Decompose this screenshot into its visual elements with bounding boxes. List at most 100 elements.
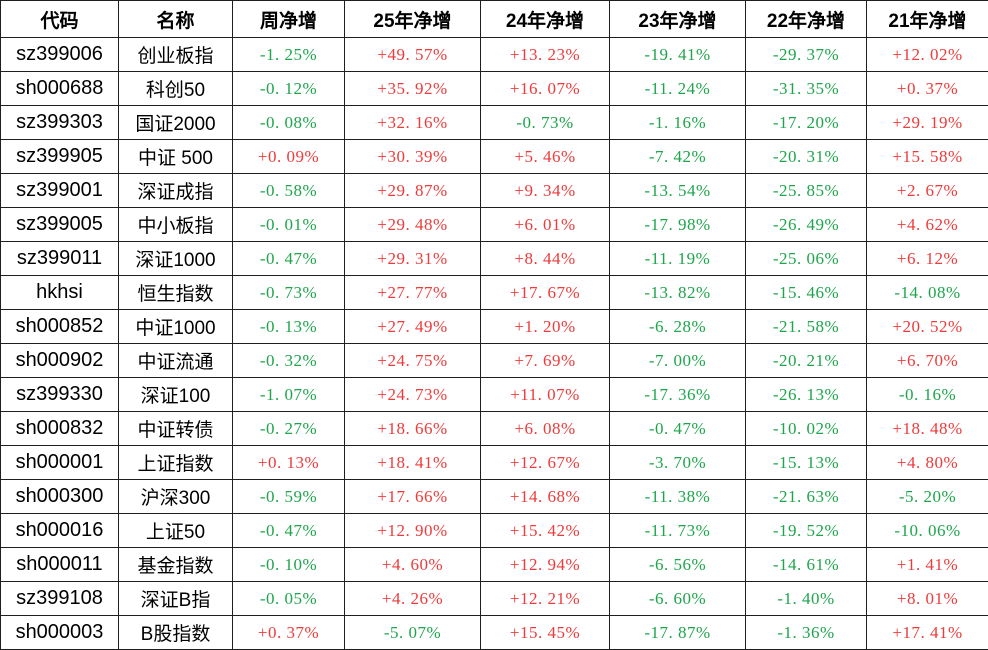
table-body: sz399006 创业板指 -1. 25% +49. 57% +13. 23% -19. … xyxy=(0,37,988,650)
cell-y2025-change: +4. 26% xyxy=(344,581,481,616)
column-header-name: 名称 xyxy=(118,0,233,38)
table-row: sh000832 中证转债 -0. 27% +18. 66% +6. 08% -0. 47… xyxy=(0,411,988,446)
cell-y2021-change: +18. 48% xyxy=(866,411,988,446)
cell-code: sz399905 xyxy=(0,139,119,174)
cell-name: 创业板指 xyxy=(118,37,233,72)
cell-y2024-change: +13. 23% xyxy=(480,37,610,72)
column-header-y2022-change: 22年净增 xyxy=(745,0,867,38)
cell-y2022-change: -21. 63% xyxy=(745,479,867,514)
cell-y2022-change: -10. 02% xyxy=(745,411,867,446)
cell-week-change: -0. 73% xyxy=(232,275,345,310)
table-row: sz399108 深证B指 -0. 05% +4. 26% +12. 21% -6. 60… xyxy=(0,581,988,616)
cell-y2023-change: -1. 16% xyxy=(609,105,746,140)
table-row: sz399011 深证1000 -0. 47% +29. 31% +8. 44% -11.… xyxy=(0,241,988,276)
cell-code: sz399303 xyxy=(0,105,119,140)
cell-y2024-change: +1. 20% xyxy=(480,309,610,344)
cell-y2021-change: +6. 12% xyxy=(866,241,988,276)
cell-y2021-change: -10. 06% xyxy=(866,513,988,548)
cell-y2023-change: -7. 00% xyxy=(609,343,746,378)
cell-y2024-change: +12. 67% xyxy=(480,445,610,480)
cell-name: 科创50 xyxy=(118,71,233,106)
cell-y2024-change: +12. 94% xyxy=(480,547,610,582)
cell-name: 沪深300 xyxy=(118,479,233,514)
cell-week-change: -1. 25% xyxy=(232,37,345,72)
table-row: sz399001 深证成指 -0. 58% +29. 87% +9. 34% -13. 5… xyxy=(0,173,988,208)
cell-y2025-change: +27. 49% xyxy=(344,309,481,344)
column-header-y2024-change: 24年净增 xyxy=(480,0,610,38)
cell-y2022-change: -26. 49% xyxy=(745,207,867,242)
cell-y2022-change: -14. 61% xyxy=(745,547,867,582)
cell-y2021-change: +8. 01% xyxy=(866,581,988,616)
cell-y2024-change: +6. 01% xyxy=(480,207,610,242)
header-row: 代码 名称 周净增 25年净增 24年净增 23年净增 22年净增 21年净增 xyxy=(0,0,988,38)
cell-y2024-change: +17. 67% xyxy=(480,275,610,310)
cell-y2021-change: +1. 41% xyxy=(866,547,988,582)
cell-week-change: -0. 47% xyxy=(232,513,345,548)
cell-name: 中证转债 xyxy=(118,411,233,446)
cell-code: sh000300 xyxy=(0,479,119,514)
cell-y2022-change: -21. 58% xyxy=(745,309,867,344)
column-header-y2025-change: 25年净增 xyxy=(344,0,481,38)
cell-y2021-change: -14. 08% xyxy=(866,275,988,310)
column-header-y2023-change: 23年净增 xyxy=(609,0,746,38)
cell-y2022-change: -20. 31% xyxy=(745,139,867,174)
cell-code: sz399005 xyxy=(0,207,119,242)
cell-y2022-change: -15. 46% xyxy=(745,275,867,310)
cell-y2023-change: -11. 73% xyxy=(609,513,746,548)
table-row: sh000016 上证50 -0. 47% +12. 90% +15. 42% -11. … xyxy=(0,513,988,548)
column-header-y2021-change: 21年净增 xyxy=(866,0,988,38)
cell-y2021-change: +29. 19% xyxy=(866,105,988,140)
cell-y2021-change: +20. 52% xyxy=(866,309,988,344)
cell-y2025-change: +4. 60% xyxy=(344,547,481,582)
table-row: sh000300 沪深300 -0. 59% +17. 66% +14. 68% -11.… xyxy=(0,479,988,514)
cell-week-change: -0. 10% xyxy=(232,547,345,582)
cell-y2022-change: -20. 21% xyxy=(745,343,867,378)
cell-code: sh000902 xyxy=(0,343,119,378)
cell-y2023-change: -11. 38% xyxy=(609,479,746,514)
cell-code: sh000688 xyxy=(0,71,119,106)
cell-y2023-change: -17. 87% xyxy=(609,615,746,650)
cell-y2025-change: +17. 66% xyxy=(344,479,481,514)
cell-week-change: -1. 07% xyxy=(232,377,345,412)
cell-y2022-change: -29. 37% xyxy=(745,37,867,72)
table-row: sh000003 B股指数 +0. 37% -5. 07% +15. 45% -17. 8… xyxy=(0,615,988,650)
table-row: sz399005 中小板指 -0. 01% +29. 48% +6. 01% -17. 9… xyxy=(0,207,988,242)
cell-y2021-change: +6. 70% xyxy=(866,343,988,378)
cell-code: sz399330 xyxy=(0,377,119,412)
cell-week-change: -0. 05% xyxy=(232,581,345,616)
cell-name: 深证100 xyxy=(118,377,233,412)
table-row: sz399330 深证100 -1. 07% +24. 73% +11. 07% -17.… xyxy=(0,377,988,412)
cell-y2023-change: -17. 36% xyxy=(609,377,746,412)
cell-y2023-change: -11. 19% xyxy=(609,241,746,276)
cell-y2025-change: +24. 73% xyxy=(344,377,481,412)
table-row: sh000001 上证指数 +0. 13% +18. 41% +12. 67% -3. 7… xyxy=(0,445,988,480)
cell-week-change: -0. 01% xyxy=(232,207,345,242)
column-header-week-change: 周净增 xyxy=(232,0,345,38)
cell-y2021-change: +4. 62% xyxy=(866,207,988,242)
table-row: sh000011 基金指数 -0. 10% +4. 60% +12. 94% -6. 56… xyxy=(0,547,988,582)
cell-code: sz399006 xyxy=(0,37,119,72)
table-row: sh000852 中证1000 -0. 13% +27. 49% +1. 20% -6. … xyxy=(0,309,988,344)
cell-y2024-change: +15. 42% xyxy=(480,513,610,548)
table-row: sz399905 中证 500 +0. 09% +30. 39% +5. 46% -7. … xyxy=(0,139,988,174)
cell-code: sh000001 xyxy=(0,445,119,480)
cell-y2022-change: -1. 36% xyxy=(745,615,867,650)
cell-y2023-change: -11. 24% xyxy=(609,71,746,106)
cell-y2025-change: +29. 31% xyxy=(344,241,481,276)
cell-y2025-change: +24. 75% xyxy=(344,343,481,378)
cell-name: B股指数 xyxy=(118,615,233,650)
cell-y2023-change: -0. 47% xyxy=(609,411,746,446)
column-header-code: 代码 xyxy=(0,0,119,38)
cell-week-change: -0. 12% xyxy=(232,71,345,106)
cell-y2024-change: +14. 68% xyxy=(480,479,610,514)
table-row: sz399303 国证2000 -0. 08% +32. 16% -0. 73% -1. … xyxy=(0,105,988,140)
cell-y2025-change: -5. 07% xyxy=(344,615,481,650)
cell-y2022-change: -1. 40% xyxy=(745,581,867,616)
cell-y2021-change: +2. 67% xyxy=(866,173,988,208)
cell-y2025-change: +30. 39% xyxy=(344,139,481,174)
table-row: hkhsi 恒生指数 -0. 73% +27. 77% +17. 67% -13. 82%… xyxy=(0,275,988,310)
cell-y2023-change: -13. 54% xyxy=(609,173,746,208)
cell-week-change: -0. 58% xyxy=(232,173,345,208)
cell-y2022-change: -31. 35% xyxy=(745,71,867,106)
